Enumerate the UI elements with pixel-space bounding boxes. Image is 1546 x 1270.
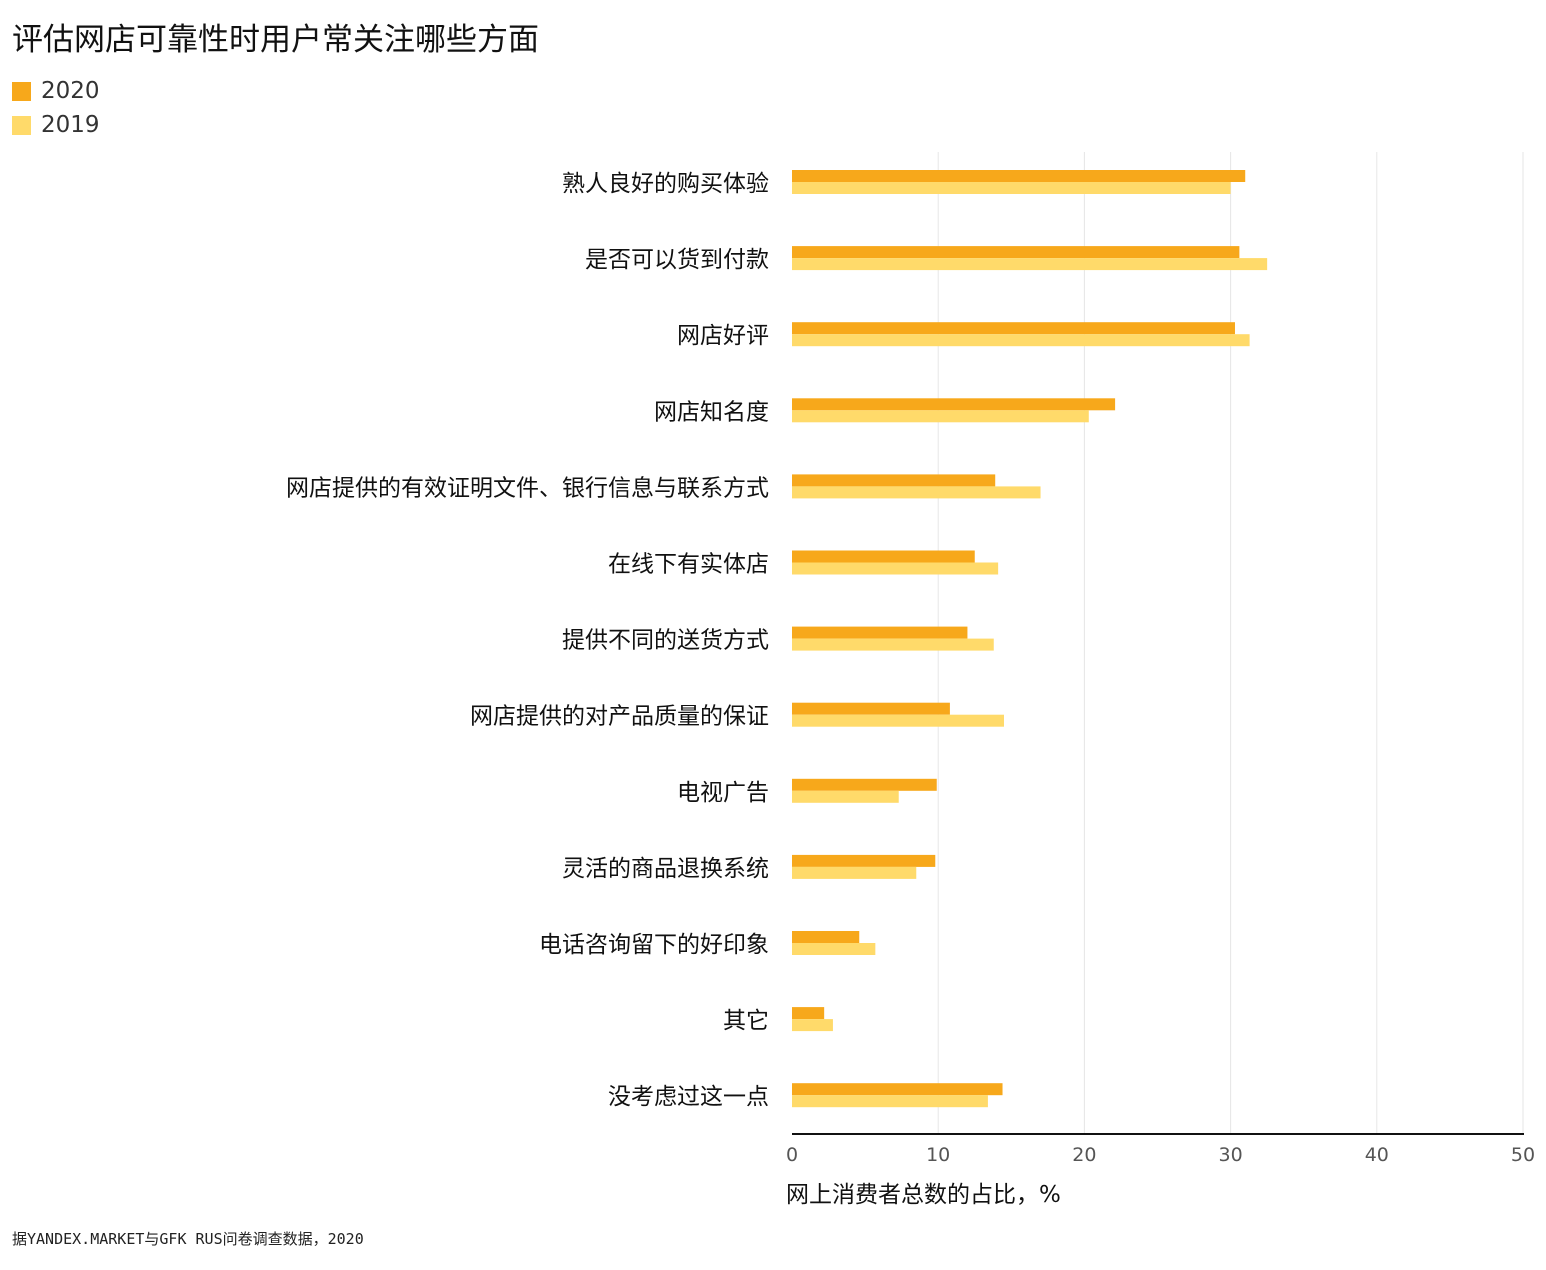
category-label: 网店知名度 <box>654 399 769 425</box>
bar-2019-2 <box>792 334 1250 347</box>
category-label: 熟人良好的购买体验 <box>562 171 769 197</box>
legend-item-2019: 2019 <box>12 112 100 138</box>
bar-2019-4 <box>792 486 1041 499</box>
legend-swatch-2019 <box>12 115 31 135</box>
category-label: 灵活的商品退换系统 <box>562 856 769 882</box>
bar-2019-5 <box>792 562 999 575</box>
category-label: 没考虑过这一点 <box>608 1084 769 1110</box>
bar-2020-1 <box>792 246 1240 259</box>
bar-2020-6 <box>792 626 968 639</box>
bar-2019-7 <box>792 714 1004 727</box>
x-tick-label-20: 20 <box>1072 1144 1096 1166</box>
bar-2020-11 <box>792 1007 825 1020</box>
bar-2020-3 <box>792 398 1116 411</box>
bar-2020-7 <box>792 702 950 715</box>
chart-title: 评估网店可靠性时用户常关注哪些方面 <box>12 22 539 58</box>
bar-2019-11 <box>792 1019 833 1032</box>
x-axis-label: 网上消费者总数的占比，% <box>786 1182 1061 1208</box>
x-tick-label-40: 40 <box>1365 1144 1389 1166</box>
bar-2020-5 <box>792 550 975 563</box>
category-label: 其它 <box>723 1008 769 1034</box>
category-label: 网店好评 <box>677 323 769 349</box>
x-tick-label-30: 30 <box>1219 1144 1243 1166</box>
bar-2020-2 <box>792 322 1235 335</box>
category-label: 提供不同的送货方式 <box>562 628 769 654</box>
bar-2020-10 <box>792 931 860 943</box>
bar-2019-3 <box>792 410 1089 423</box>
category-label: 网店提供的对产品质量的保证 <box>470 704 769 730</box>
bar-2019-0 <box>792 182 1231 194</box>
bar-2019-1 <box>792 258 1268 271</box>
category-label: 电视广告 <box>677 780 769 806</box>
bar-2020-8 <box>792 778 937 791</box>
bar-2019-12 <box>792 1095 988 1108</box>
source-note: 据YANDEX.MARKET与GFK RUS问卷调查数据，2020 <box>12 1230 364 1248</box>
bar-2020-0 <box>792 170 1246 182</box>
bar-2019-8 <box>792 790 899 803</box>
legend-label-2020: 2020 <box>41 78 100 104</box>
category-label: 网店提供的有效证明文件、银行信息与联系方式 <box>286 475 769 501</box>
legend-item-2020: 2020 <box>12 78 100 104</box>
x-tick-label-10: 10 <box>926 1144 950 1166</box>
x-tick-label-50: 50 <box>1511 1144 1535 1166</box>
bar-2019-6 <box>792 638 994 651</box>
x-tick-label-0: 0 <box>786 1144 798 1166</box>
category-label: 是否可以货到付款 <box>585 247 769 273</box>
bar-2020-9 <box>792 854 936 867</box>
bar-2020-12 <box>792 1083 1003 1096</box>
legend-swatch-2020 <box>12 81 31 101</box>
bar-2019-9 <box>792 866 917 879</box>
category-label: 电话咨询留下的好印象 <box>539 932 769 958</box>
bar-2019-10 <box>792 943 876 955</box>
category-label: 在线下有实体店 <box>608 552 769 578</box>
bar-2020-4 <box>792 474 996 487</box>
legend-label-2019: 2019 <box>41 112 100 138</box>
